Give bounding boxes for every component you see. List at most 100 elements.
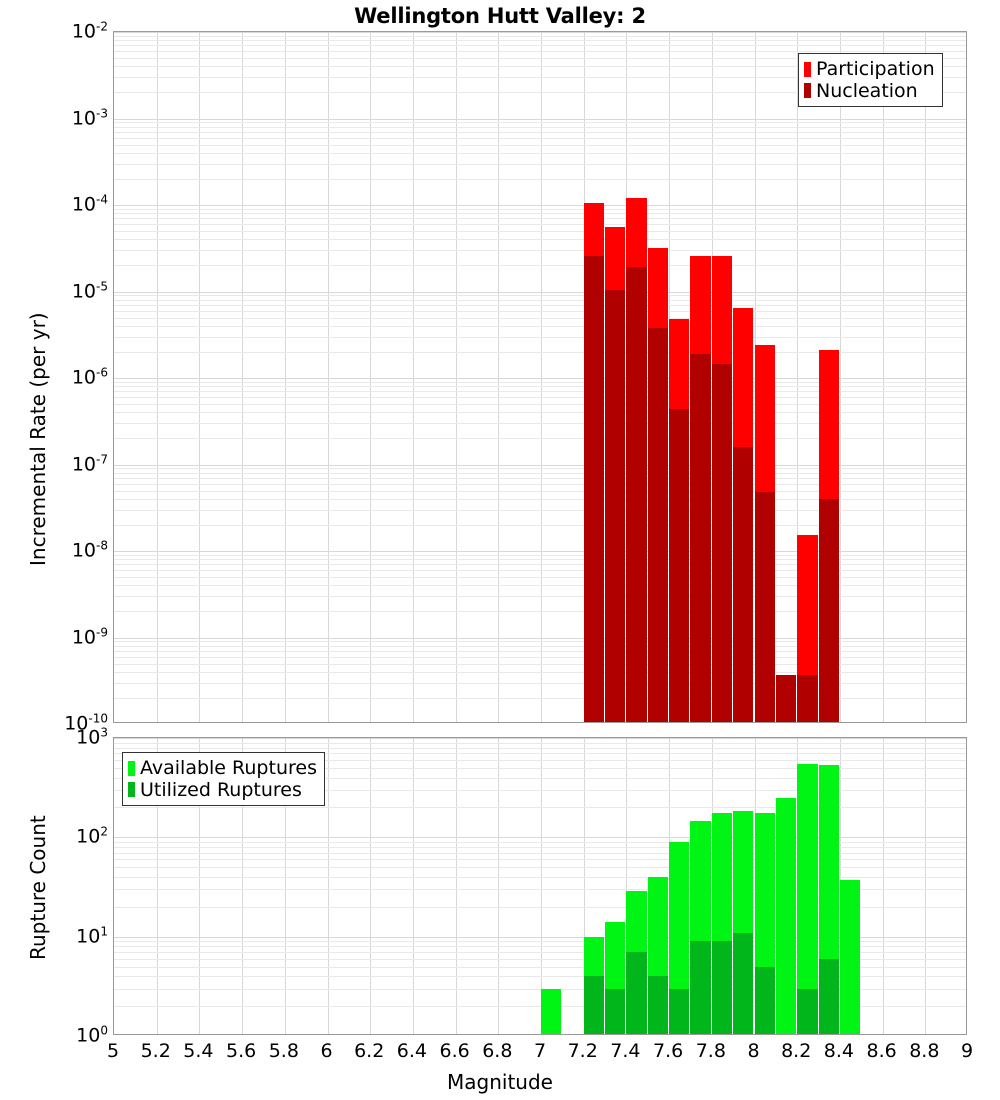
grid-line-minor (114, 352, 966, 353)
legend-label: Utilized Ruptures (140, 778, 302, 801)
grid-line-minor (114, 484, 966, 485)
grid-line-vertical (284, 738, 286, 1034)
grid-line-minor (114, 867, 966, 868)
grid-line-minor (114, 58, 966, 59)
grid-line-minor (114, 153, 966, 154)
grid-line-decade (114, 292, 966, 293)
grid-line-minor (114, 559, 966, 560)
y-axis-tick-label: 10-6 (71, 365, 108, 389)
grid-line-minor (114, 77, 966, 78)
bar-nucleation (711, 364, 733, 722)
grid-line-minor (114, 1006, 966, 1007)
grid-line-minor (114, 748, 966, 749)
grid-line-minor (114, 889, 966, 890)
grid-line-minor (114, 92, 966, 93)
bar-utilized-ruptures (733, 932, 754, 1034)
bar-utilized-ruptures (818, 958, 839, 1034)
grid-line-minor (114, 859, 966, 860)
y-axis-tick-label: 103 (76, 725, 108, 749)
legend-item: Participation (804, 59, 935, 80)
grid-line-minor (114, 45, 966, 46)
x-axis-tick-label: 8 (747, 1040, 760, 1062)
incremental-rate-plot (113, 31, 967, 723)
bar-utilized-ruptures (605, 988, 626, 1034)
grid-line-minor (114, 127, 966, 128)
grid-line-minor (114, 318, 966, 319)
grid-line-minor (114, 698, 966, 699)
grid-line-minor (114, 646, 966, 647)
grid-line-minor (114, 224, 966, 225)
grid-line-decade (114, 551, 966, 552)
grid-line-minor (114, 907, 966, 908)
grid-line-minor (114, 468, 966, 469)
bar-available-ruptures (775, 797, 797, 1034)
bar-nucleation (647, 327, 669, 722)
bar-utilized-ruptures (711, 941, 733, 1034)
grid-line-minor (114, 145, 966, 146)
x-axis-tick-label: 7 (533, 1040, 547, 1062)
bar-available-ruptures (669, 841, 690, 1034)
bar-utilized-ruptures (647, 976, 669, 1034)
grid-line-minor (114, 478, 966, 479)
x-axis-tick-label: 6 (320, 1040, 333, 1062)
grid-line-minor (114, 853, 966, 854)
grid-line-minor (114, 683, 966, 684)
x-axis-tick-label: 5.4 (183, 1040, 214, 1062)
grid-line-minor (114, 412, 966, 413)
grid-line-minor (114, 967, 966, 968)
grid-line-vertical (626, 738, 628, 1034)
grid-line-minor (114, 847, 966, 848)
grid-line-vertical (882, 738, 884, 1034)
grid-line-minor (114, 382, 966, 383)
legend-swatch-icon (804, 83, 811, 99)
grid-line-minor (114, 611, 966, 612)
legend-item: Utilized Ruptures (128, 778, 317, 801)
grid-line-minor (114, 570, 966, 571)
grid-line-minor (114, 305, 966, 306)
x-axis-tick-label: 5.6 (225, 1040, 257, 1062)
y-axis-tick-label: 10-2 (71, 19, 108, 43)
x-axis-tick-label: 7.6 (652, 1040, 684, 1062)
grid-line-vertical (327, 738, 329, 1034)
grid-line-minor (114, 564, 966, 565)
grid-line-minor (114, 959, 966, 960)
x-axis-tick-label: 8.8 (909, 1040, 940, 1062)
magnitude-axis-ticks: 5 5.2 5.4 5.6 5.8 6 6.2 6.4 6.6 6.8 7 7.2 7.4 7.6 7.8 8… (0, 1040, 1000, 1066)
y-axis-tick-label: 10-9 (71, 624, 108, 649)
magnitude-axis-label: Magnitude (447, 1070, 553, 1094)
bar-nucleation (818, 498, 839, 722)
bar-utilized-ruptures (797, 988, 818, 1034)
bar-nucleation (605, 289, 626, 722)
y-axis-tick-label: 10-5 (71, 278, 108, 303)
grid-line-minor (114, 499, 966, 500)
grid-line-vertical (498, 32, 500, 722)
grid-line-minor (114, 989, 966, 990)
grid-line-minor (114, 138, 966, 139)
grid-line-vertical (284, 32, 286, 722)
grid-line-minor (114, 760, 966, 761)
legend-item: Nucleation (804, 80, 935, 102)
grid-line-vertical (455, 32, 457, 722)
grid-line-minor (114, 386, 966, 387)
grid-line-minor (114, 768, 966, 769)
grid-line-minor (114, 250, 966, 251)
incremental-rate-legend: Participation Nucleation (798, 53, 943, 108)
bar-utilized-ruptures (626, 952, 647, 1034)
grid-line-minor (114, 311, 966, 312)
grid-line-vertical (370, 32, 372, 722)
grid-line-decade (114, 837, 966, 838)
grid-line-vertical (199, 32, 201, 722)
grid-line-minor (114, 51, 966, 52)
grid-line-minor (114, 672, 966, 673)
bar-nucleation (583, 255, 605, 722)
grid-line-decade (114, 119, 966, 120)
grid-line-minor (114, 664, 966, 665)
bar-utilized-ruptures (583, 976, 605, 1034)
grid-line-minor (114, 577, 966, 578)
grid-line-minor (114, 179, 966, 180)
grid-line-minor (114, 265, 966, 266)
bar-utilized-ruptures (754, 966, 775, 1034)
grid-line-minor (114, 164, 966, 165)
grid-line-minor (114, 391, 966, 392)
